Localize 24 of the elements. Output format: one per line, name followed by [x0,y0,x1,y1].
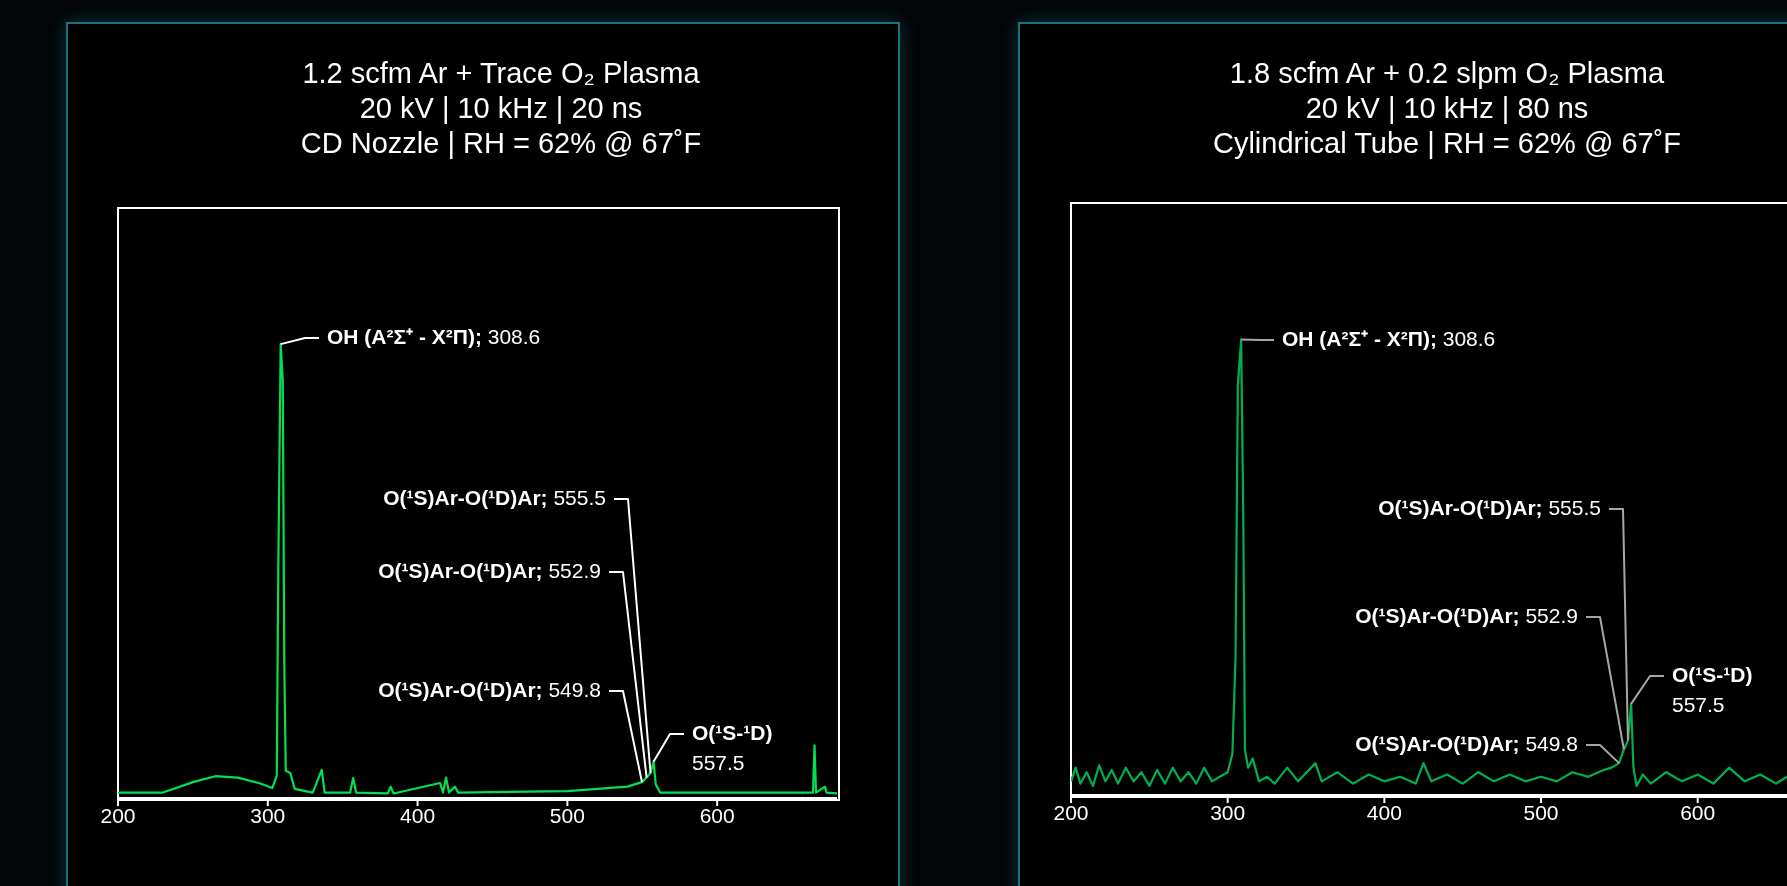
annotation: O(¹S)Ar-O(¹D)Ar; 555.5 [383,485,606,509]
annotation: O(¹S)Ar-O(¹D)Ar; 555.5 [1378,495,1601,519]
x-tick-label: 600 [699,803,735,827]
x-tick-label: 500 [1523,800,1559,824]
x-tick-label: 200 [1053,800,1089,824]
x-tick-label: 400 [1366,800,1402,824]
chart-subtitle: 20 kV | 10 kHz | 20 ns CD Nozzle | RH = 62% @ 67˚F [299,91,703,161]
annotation: O(¹S-¹D) 557.5 [692,720,773,774]
chart-subtitle: 20 kV | 10 kHz | 80 ns Cylindrical Tube | RH = 62% @ 67˚F [1211,91,1683,161]
x-tick-label: 500 [549,803,585,827]
annotation: O(¹S)Ar-O(¹D)Ar; 549.8 [1355,731,1578,755]
x-tick-label: 300 [1210,800,1246,824]
annotation: O(¹S-¹D) 557.5 [1672,662,1753,716]
annotation: OH (A²Σ⁺ - X²Π); 308.6 [327,324,541,348]
chart-title: 1.2 scfm Ar + Trace O₂ Plasma [301,56,701,91]
x-tick-label: 600 [1680,800,1716,824]
x-tick-label: 300 [250,803,286,827]
x-tick-label: 200 [100,803,136,827]
x-tick-label: 400 [400,803,436,827]
chart-title: 1.8 scfm Ar + 0.2 slpm O₂ Plasma [1228,56,1666,91]
annotation: OH (A²Σ⁺ - X²Π); 308.6 [1282,326,1496,350]
annotation: O(¹S)Ar-O(¹D)Ar; 552.9 [378,558,601,582]
annotation: O(¹S)Ar-O(¹D)Ar; 549.8 [378,677,601,701]
annotation: O(¹S)Ar-O(¹D)Ar; 552.9 [1355,603,1578,627]
